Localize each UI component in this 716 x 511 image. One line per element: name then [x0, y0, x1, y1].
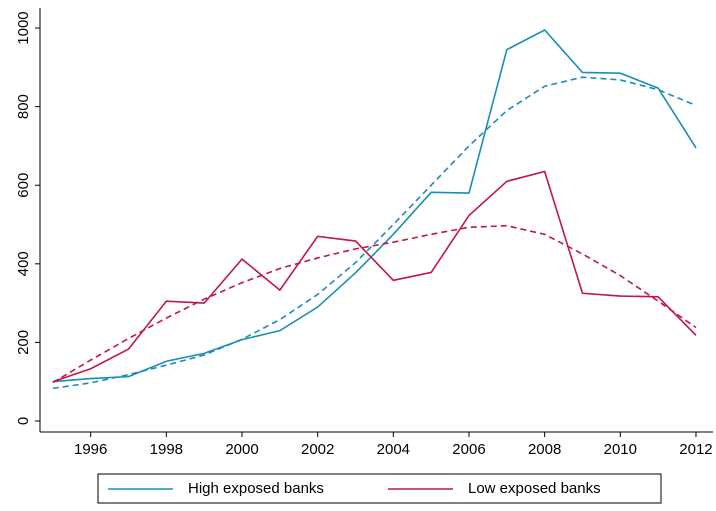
fit-line — [52, 224, 697, 384]
legend-label: High exposed banks — [188, 480, 324, 497]
fit-line — [52, 76, 697, 390]
y-tick-label: 800 — [15, 94, 32, 119]
x-tick-label: 1998 — [150, 441, 183, 458]
x-tick-label: 1996 — [74, 441, 107, 458]
y-tick-label: 400 — [15, 251, 32, 276]
y-tick-label: 200 — [15, 330, 32, 355]
series-line — [52, 170, 697, 383]
x-tick-label: 2000 — [225, 441, 258, 458]
y-tick-label: 1000 — [15, 11, 32, 44]
x-tick-label: 2004 — [377, 441, 410, 458]
series-line — [52, 29, 697, 383]
y-tick-label: 600 — [15, 173, 32, 198]
x-tick-label: 2012 — [679, 441, 712, 458]
legend-label: Low exposed banks — [468, 480, 601, 497]
x-tick-label: 2002 — [301, 441, 334, 458]
x-tick-label: 2010 — [604, 441, 637, 458]
x-tick-label: 2008 — [528, 441, 561, 458]
y-tick-label: 0 — [15, 417, 32, 425]
legend-box — [97, 473, 662, 504]
x-tick-label: 2006 — [452, 441, 485, 458]
